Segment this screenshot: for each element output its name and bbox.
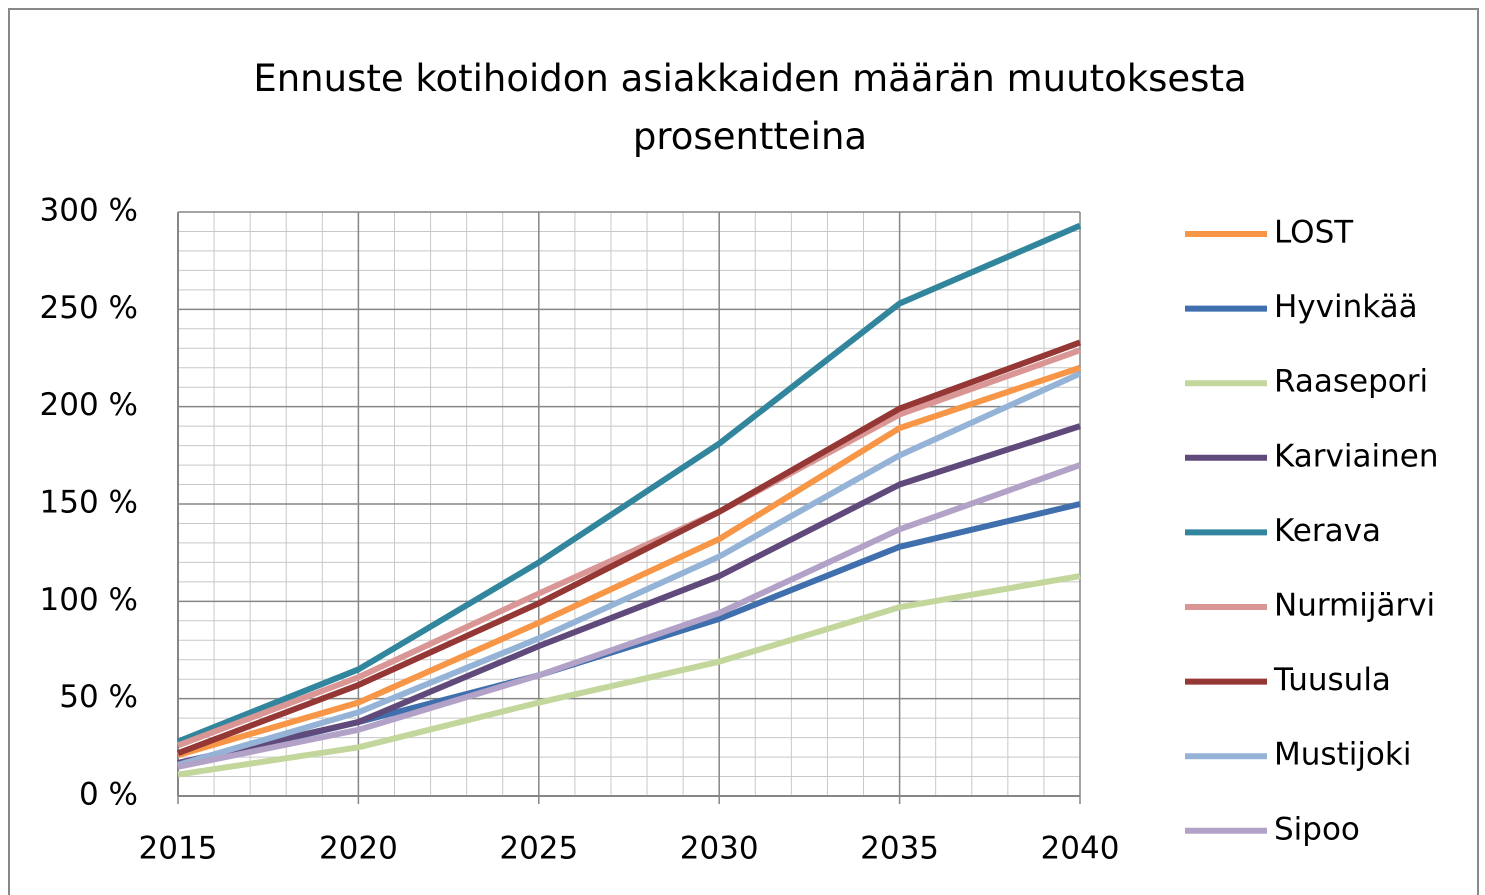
- y-tick-label: 100 %: [40, 582, 138, 618]
- x-tick-label: 2020: [319, 831, 398, 867]
- y-tick-label: 150 %: [40, 485, 138, 521]
- legend-label: Tuusula: [1273, 662, 1391, 698]
- series-line: [177, 364, 1081, 759]
- y-tick-label: 50 %: [59, 679, 138, 715]
- legend-label: Raasepori: [1274, 364, 1428, 400]
- x-tick-label: 2040: [1041, 831, 1120, 867]
- series-line: [177, 423, 1081, 766]
- legend-label: Hyvinkää: [1274, 289, 1418, 325]
- series-line: [176, 339, 1082, 756]
- x-tick-label: 2030: [680, 831, 759, 867]
- legend-label: Mustijoki: [1274, 737, 1411, 773]
- legend-label: Kerava: [1274, 513, 1381, 549]
- series-line: [177, 462, 1082, 770]
- y-tick-label: 200 %: [40, 387, 138, 423]
- legend-label: LOST: [1274, 215, 1354, 251]
- legend-label: Karviainen: [1274, 438, 1438, 474]
- y-tick-label: 250 %: [40, 290, 138, 326]
- chart-frame: [8, 8, 1479, 895]
- chart-title: Ennuste kotihoidon asiakkaiden määrän mu…: [253, 57, 1247, 158]
- series-line: [177, 573, 1081, 778]
- series-line: [176, 347, 1082, 749]
- legend-label: Sipoo: [1274, 811, 1360, 847]
- series-line: [177, 370, 1082, 768]
- x-tick-label: 2025: [499, 831, 578, 867]
- y-tick-label: 0 %: [79, 777, 138, 813]
- x-tick-label: 2015: [139, 831, 218, 867]
- series-line: [176, 222, 1082, 745]
- y-tick-label: 300 %: [40, 193, 138, 229]
- legend-label: Nurmijärvi: [1274, 588, 1435, 624]
- x-tick-label: 2035: [860, 831, 939, 867]
